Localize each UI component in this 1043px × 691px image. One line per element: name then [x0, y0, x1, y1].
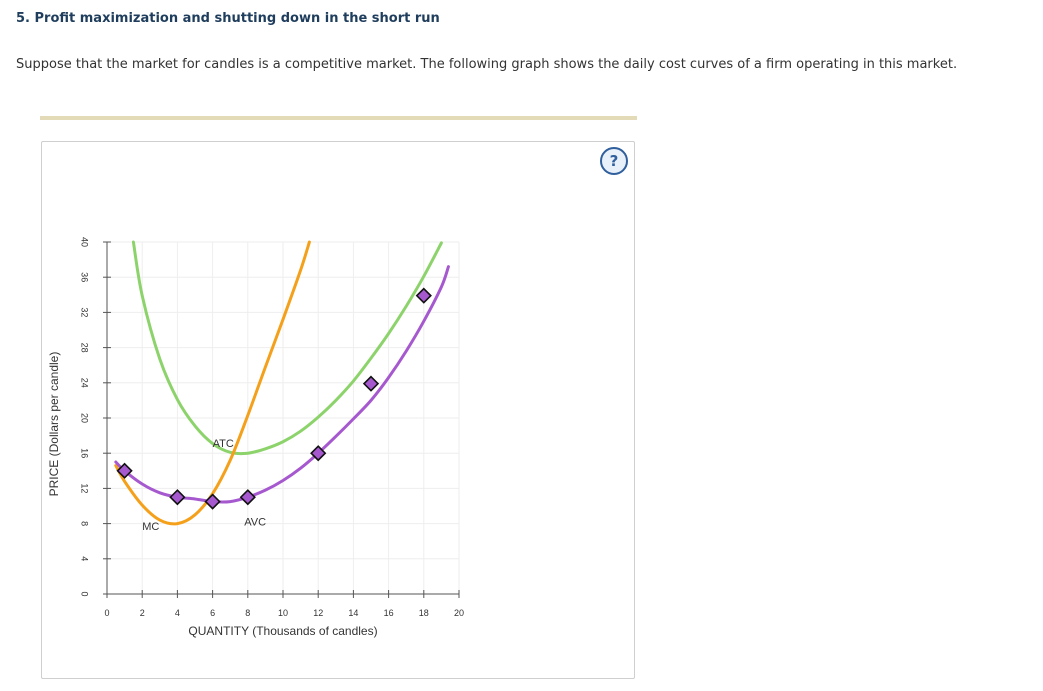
y-tick-label: 0 [80, 591, 90, 596]
y-tick-label: 40 [80, 237, 90, 247]
help-icon[interactable]: ? [600, 147, 628, 175]
y-tick-label: 32 [80, 307, 90, 317]
x-tick-label: 0 [104, 608, 109, 618]
y-tick-label: 28 [80, 343, 90, 353]
x-tick-label: 12 [313, 608, 323, 618]
y-axis-title: PRICE (Dollars per candle) [47, 352, 61, 497]
y-tick-label: 16 [80, 448, 90, 458]
x-tick-label: 20 [454, 608, 464, 618]
labels: QUANTITY (Thousands of candles) PRICE (Do… [47, 352, 378, 638]
y-tick-label: 24 [80, 378, 90, 388]
avc-point-marker[interactable] [310, 445, 327, 462]
avc-point-marker[interactable] [204, 493, 221, 510]
avc-label: AVC [244, 516, 266, 528]
mc-label: MC [142, 521, 159, 533]
y-tick-label: 4 [80, 556, 90, 561]
atc-curve [131, 240, 443, 456]
avc-curve [114, 265, 450, 504]
y-tick-label: 36 [80, 272, 90, 282]
atc-label: ATC [213, 438, 234, 450]
grid [107, 241, 460, 594]
avc-point-marker[interactable] [116, 462, 133, 479]
graph-panel [41, 141, 635, 679]
intro-text: Suppose that the market for candles is a… [16, 57, 958, 72]
divider [40, 116, 637, 120]
y-tick-label: 8 [80, 521, 90, 526]
avc-point-marker[interactable] [362, 375, 380, 392]
x-tick-label: 14 [348, 608, 358, 618]
x-tick-label: 16 [384, 608, 394, 618]
x-tick-label: 8 [245, 608, 250, 618]
x-axis-title: QUANTITY (Thousands of candles) [188, 624, 377, 638]
y-tick-label: 20 [80, 413, 90, 423]
avc-point-marker[interactable] [415, 287, 432, 304]
y-tick-label: 12 [80, 483, 90, 493]
x-tick-label: 10 [278, 608, 288, 618]
avc-point-marker[interactable] [169, 489, 186, 506]
x-tick-label: 18 [419, 608, 429, 618]
x-tick-label: 2 [140, 608, 145, 618]
avc-point-marker[interactable] [239, 489, 256, 506]
x-tick-label: 6 [210, 608, 215, 618]
markers[interactable] [116, 287, 432, 510]
page-title: 5. Profit maximization and shutting down… [16, 11, 440, 26]
x-tick-label: 4 [175, 608, 180, 618]
